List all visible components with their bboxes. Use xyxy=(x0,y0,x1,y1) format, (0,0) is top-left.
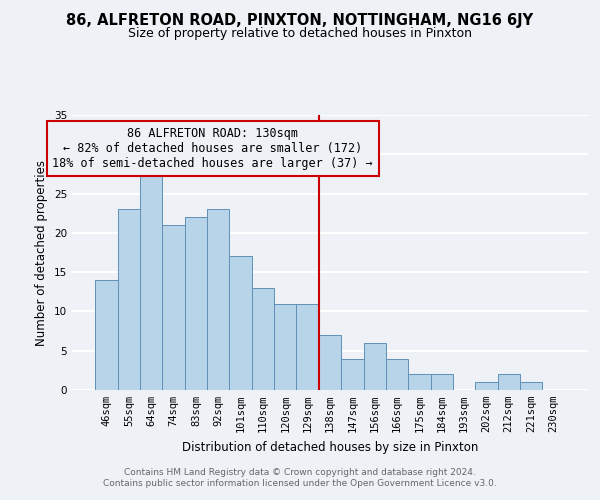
Bar xyxy=(163,225,185,390)
Bar xyxy=(497,374,520,390)
X-axis label: Distribution of detached houses by size in Pinxton: Distribution of detached houses by size … xyxy=(182,440,478,454)
Bar xyxy=(364,343,386,390)
Text: Size of property relative to detached houses in Pinxton: Size of property relative to detached ho… xyxy=(128,28,472,40)
Bar xyxy=(386,358,408,390)
Bar xyxy=(341,358,364,390)
Bar xyxy=(185,217,207,390)
Bar xyxy=(296,304,319,390)
Bar xyxy=(252,288,274,390)
Text: 86 ALFRETON ROAD: 130sqm
← 82% of detached houses are smaller (172)
18% of semi-: 86 ALFRETON ROAD: 130sqm ← 82% of detach… xyxy=(52,127,373,170)
Y-axis label: Number of detached properties: Number of detached properties xyxy=(35,160,49,346)
Text: 86, ALFRETON ROAD, PINXTON, NOTTINGHAM, NG16 6JY: 86, ALFRETON ROAD, PINXTON, NOTTINGHAM, … xyxy=(67,12,533,28)
Bar xyxy=(431,374,453,390)
Text: Contains HM Land Registry data © Crown copyright and database right 2024.
Contai: Contains HM Land Registry data © Crown c… xyxy=(103,468,497,487)
Bar xyxy=(274,304,296,390)
Bar xyxy=(408,374,431,390)
Bar xyxy=(475,382,497,390)
Bar xyxy=(319,335,341,390)
Bar xyxy=(95,280,118,390)
Bar xyxy=(229,256,252,390)
Bar xyxy=(140,170,163,390)
Bar xyxy=(207,210,229,390)
Bar xyxy=(520,382,542,390)
Bar xyxy=(118,210,140,390)
